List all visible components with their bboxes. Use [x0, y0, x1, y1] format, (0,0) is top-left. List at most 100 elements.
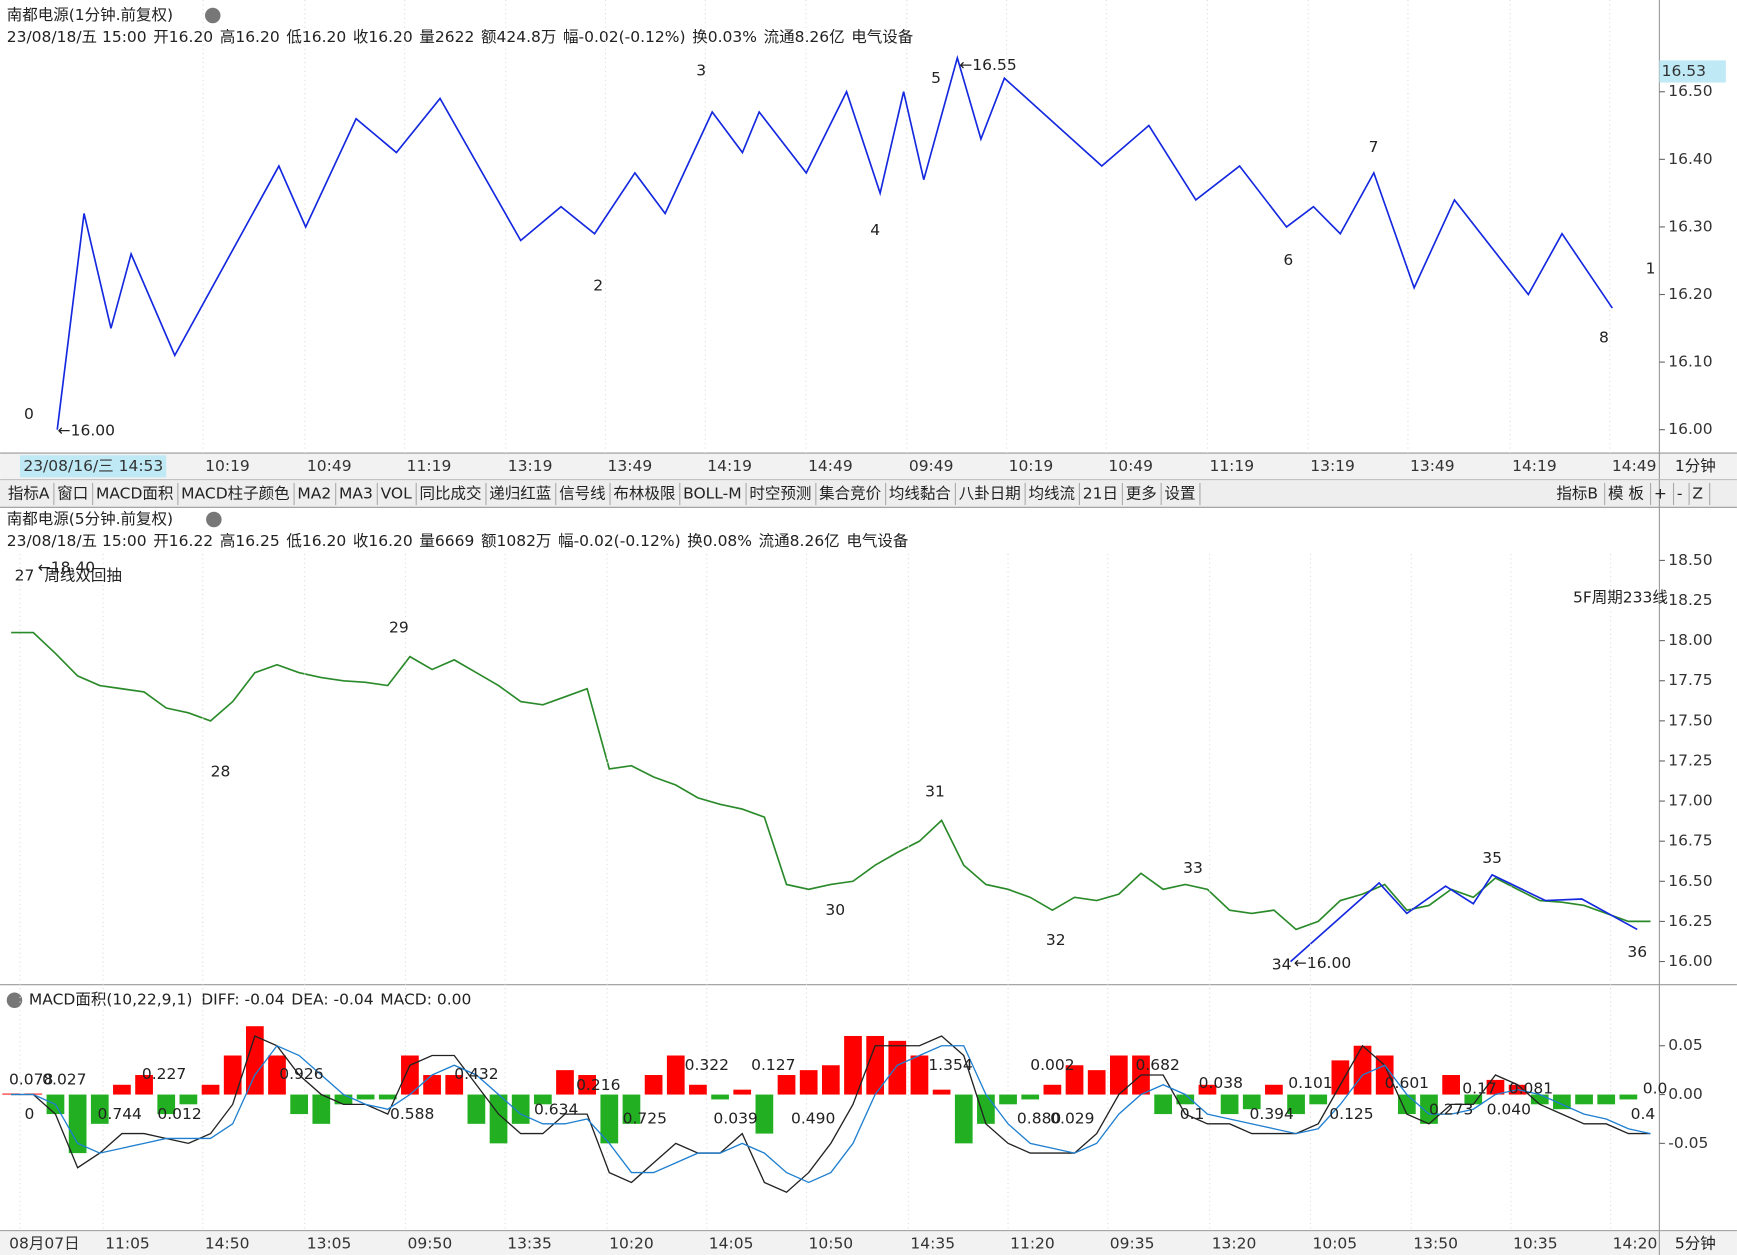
macd-bar	[932, 1089, 951, 1095]
area-label: 0.101	[1288, 1074, 1332, 1092]
toolbar-button[interactable]: Z	[1692, 485, 1703, 503]
y-tick-label: 16.00	[1668, 952, 1712, 970]
toolbar-button[interactable]: +	[1654, 485, 1667, 503]
x-tick-label: 14:50	[205, 1234, 250, 1252]
macd-bar	[1242, 1094, 1261, 1110]
wave-label: 0	[24, 405, 34, 423]
toolbar-button[interactable]: 模 板	[1608, 485, 1644, 503]
macd-bar	[68, 1094, 87, 1154]
macd-bar	[290, 1094, 309, 1115]
toolbar-button[interactable]: 窗口	[57, 485, 88, 503]
x-tick-label: 11:19	[407, 457, 452, 475]
indicator-readout: DEA: -0.04	[291, 991, 373, 1009]
toolbar-button[interactable]: 八卦日期	[959, 485, 1021, 503]
macd-bar	[378, 1094, 397, 1100]
macd-bar	[1265, 1084, 1283, 1095]
time-axis-bar	[0, 1230, 1737, 1255]
title-menu[interactable]	[206, 511, 222, 528]
toolbar-button[interactable]: VOL	[381, 485, 413, 503]
toolbar-button[interactable]: 均线流	[1028, 485, 1075, 503]
quote-field: 幅-0.02(-0.12%)	[558, 532, 681, 550]
y-tick-label: 16.00	[1668, 420, 1712, 438]
toolbar-button[interactable]: 21日	[1083, 485, 1118, 503]
area-label: 0.17	[1462, 1079, 1497, 1097]
toolbar-button[interactable]: 指标B	[1556, 485, 1598, 503]
wave-label: 6	[1283, 251, 1293, 269]
macd-bar	[910, 1055, 929, 1095]
toolbar-button[interactable]: 指标A	[8, 485, 50, 503]
toolbar-button[interactable]: BOLL-M	[683, 485, 742, 503]
x-tick-label: 13:19	[508, 457, 553, 475]
area-label: 0.040	[1487, 1100, 1531, 1118]
toolbar-button[interactable]: 信号线	[559, 485, 606, 503]
wave-label: 2	[593, 276, 603, 294]
macd-bar	[999, 1094, 1017, 1105]
quote-field: 23/08/18/五 15:00	[7, 28, 147, 46]
toolbar-button[interactable]: MA3	[339, 485, 373, 503]
quote-field: 电气设备	[851, 28, 914, 46]
macd-bar	[954, 1094, 973, 1144]
x-tick-label: 11:19	[1209, 457, 1254, 475]
macd-bar	[1154, 1094, 1173, 1115]
macd-bar	[1287, 1094, 1305, 1115]
area-label: 0.038	[1199, 1074, 1243, 1092]
toolbar-button[interactable]: 设置	[1164, 485, 1195, 503]
macd-bar	[1530, 1094, 1549, 1105]
toolbar-button[interactable]: 均线黏合	[889, 485, 952, 503]
x-tick-label: 14:05	[709, 1234, 754, 1252]
toolbar-button[interactable]: MACD柱子颜色	[181, 485, 289, 503]
toolbar-button[interactable]: 递归红蓝	[489, 485, 551, 503]
x-tick-label: 14:49	[808, 457, 853, 475]
toolbar-button[interactable]: MACD面积	[96, 485, 173, 503]
toolbar-button[interactable]: 同比成交	[420, 485, 482, 503]
toolbar-button[interactable]: 集合竞价	[819, 485, 882, 503]
toolbar-button[interactable]: 时空预测	[749, 485, 811, 503]
x-tick-label: 14:35	[910, 1234, 955, 1252]
area-label: 0.216	[576, 1076, 620, 1094]
quote-field: 电气设备	[846, 532, 909, 550]
x-tick-label: 10:49	[307, 457, 352, 475]
y-tick-label: 17.25	[1668, 751, 1712, 769]
area-label: 0.490	[791, 1109, 835, 1127]
quote-field: 换0.03%	[692, 28, 757, 46]
x-tick-label: 09:49	[909, 457, 954, 475]
macd-bar	[666, 1055, 685, 1095]
macd-bar	[711, 1094, 729, 1100]
area-label: 0.601	[1385, 1074, 1429, 1092]
quote-field: 低16.20	[286, 28, 346, 46]
y-tick-label: 16.40	[1668, 150, 1712, 168]
macd-bar	[1375, 1055, 1394, 1095]
toolbar-button[interactable]: 更多	[1126, 485, 1157, 503]
y-tick-label: 17.00	[1668, 792, 1712, 810]
wave-label: 7	[1369, 138, 1379, 156]
toolbar-button[interactable]: 布林极限	[613, 485, 675, 503]
x-tick-label: 10:19	[1009, 457, 1054, 475]
macd-bar	[1464, 1094, 1483, 1105]
y-tick-label: 16.50	[1668, 82, 1712, 100]
dea-line	[11, 1044, 1651, 1184]
x-tick-label: 13:50	[1413, 1234, 1458, 1252]
zigzag-line	[56, 54, 1613, 430]
wave-label: 周线双回抽	[44, 566, 122, 584]
x-tick-label: 13:19	[1310, 457, 1355, 475]
area-label: 0.725	[623, 1109, 667, 1127]
toolbar-bg	[0, 479, 1737, 508]
y-tick-label: 17.75	[1668, 671, 1712, 689]
macd-bar	[1087, 1070, 1106, 1095]
toolbar-button[interactable]: -	[1677, 485, 1683, 503]
macd-bar	[1043, 1084, 1062, 1095]
macd-bar	[1597, 1094, 1616, 1105]
macd-bar	[733, 1089, 752, 1095]
area-label: 0.394	[1250, 1105, 1294, 1123]
wave-label: 35	[1482, 849, 1502, 867]
title-menu[interactable]	[205, 7, 221, 24]
area-label: 0.125	[1329, 1105, 1373, 1123]
panel-menu[interactable]	[6, 992, 23, 1008]
macd-bar	[1575, 1094, 1593, 1105]
y-tick-label: 0.05	[1668, 1036, 1703, 1054]
toolbar-button[interactable]: MA2	[297, 485, 331, 503]
area-label: 0.880	[1017, 1109, 1061, 1127]
y-tick-label: 16.50	[1668, 872, 1712, 890]
macd-bar	[201, 1084, 220, 1095]
